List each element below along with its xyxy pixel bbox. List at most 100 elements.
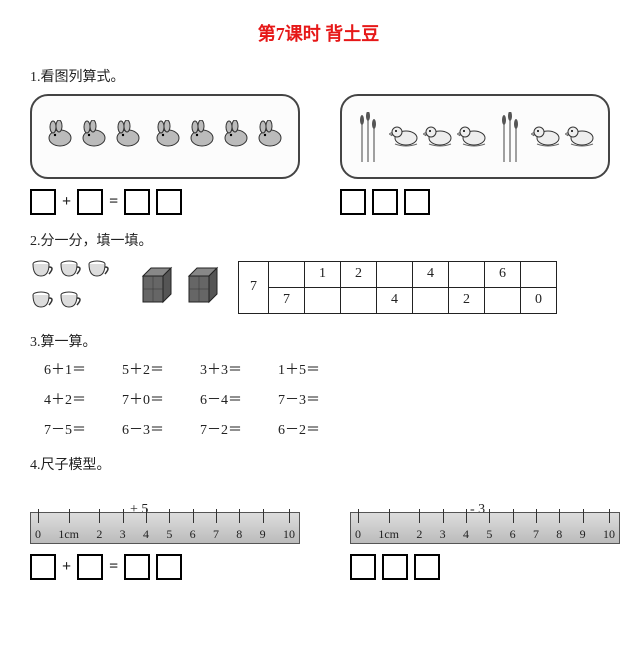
cup-icon (58, 258, 82, 285)
rabbit-icon (221, 120, 251, 153)
answer-box[interactable] (404, 189, 430, 215)
answer-box[interactable] (372, 189, 398, 215)
answer-box[interactable] (156, 554, 182, 580)
rabbit-icon (187, 120, 217, 153)
calc-item: 6－3＝ (122, 419, 192, 439)
answer-box[interactable] (382, 554, 408, 580)
plus-sign: + (62, 558, 71, 576)
rabbit-group-right (153, 120, 285, 153)
ruler-tick: 1cm (378, 527, 399, 542)
ruler-tick: 0 (355, 527, 361, 542)
eq-line-ruler-right (350, 554, 630, 580)
duck-group-left (389, 120, 487, 153)
cup-icon (86, 258, 110, 285)
section-2-label-text: 2.分一分，填一填 (30, 234, 139, 249)
ruler-left-wrap: + 5 01cm2345678910 (30, 512, 310, 544)
rabbit-frame (30, 94, 300, 179)
table-cell[interactable] (449, 261, 485, 287)
table-cell[interactable] (521, 261, 557, 287)
reed-icon (356, 112, 378, 162)
table-cell[interactable] (485, 287, 521, 313)
rabbit-icon (153, 120, 183, 153)
answer-box[interactable] (156, 189, 182, 215)
table-cell: 2 (341, 261, 377, 287)
cup-icon (30, 258, 54, 285)
ruler-tick: 10 (603, 527, 615, 542)
section-4: 4.尺子模型。 + 5 0 1cm 2 3 4 5 6 7 8 9 10 + = (30, 454, 607, 580)
table-cell[interactable] (413, 287, 449, 313)
reed-icon (498, 112, 520, 162)
table-cell: 4 (413, 261, 449, 287)
answer-box[interactable] (30, 189, 56, 215)
ruler-tick: 7 (213, 527, 219, 542)
ruler-tick: 9 (260, 527, 266, 542)
cube-icon (135, 264, 177, 311)
section-4-label: 4.尺子模型。 (30, 454, 607, 474)
answer-box[interactable] (77, 189, 103, 215)
ruler-tick: 3 (120, 527, 126, 542)
ruler-tick: 3 (440, 527, 446, 542)
answer-box[interactable] (414, 554, 440, 580)
eq-line-ruler-left: + = (30, 554, 310, 580)
duck-icon (389, 120, 419, 153)
calc-item: 3＋3＝ (200, 359, 270, 379)
table-cell[interactable] (305, 287, 341, 313)
ruler-tick: 4 (463, 527, 469, 542)
rabbit-icon (113, 120, 143, 153)
table-cell[interactable] (341, 287, 377, 313)
calc-item: 1＋5＝ (278, 359, 348, 379)
split-table: 7 1 2 4 6 7 4 2 0 (238, 261, 557, 314)
equals-sign: = (109, 193, 118, 211)
calc-item: 7－2＝ (200, 419, 270, 439)
rabbit-icon (45, 120, 75, 153)
ruler-tick: 6 (190, 527, 196, 542)
ruler-left: 0 1cm 2 3 4 5 6 7 8 9 10 (30, 512, 300, 544)
table-cell: 4 (377, 287, 413, 313)
answer-box[interactable] (350, 554, 376, 580)
duck-icon (565, 120, 595, 153)
calc-item: 6－4＝ (200, 389, 270, 409)
answer-box[interactable] (30, 554, 56, 580)
table-cell[interactable] (269, 261, 305, 287)
equals-sign: = (109, 558, 118, 576)
ruler-tick: 2 (96, 527, 102, 542)
calc-item: 7－3＝ (278, 389, 348, 409)
ruler-tick: 2 (416, 527, 422, 542)
ruler-tick: 10 (283, 527, 295, 542)
eq-line-left: + = (30, 189, 300, 215)
answer-box[interactable] (124, 554, 150, 580)
section-1: 1.看图列算式。 + = (30, 66, 607, 215)
rabbit-group-left (45, 120, 143, 153)
cube-icon (181, 264, 223, 311)
cup-group (30, 258, 120, 316)
table-cell: 2 (449, 287, 485, 313)
rabbit-icon (79, 120, 109, 153)
eq-line-right (340, 189, 610, 215)
ruler-tick: 5 (486, 527, 492, 542)
duck-group-right (531, 120, 595, 153)
ruler-tick: 5 (166, 527, 172, 542)
table-cell[interactable] (377, 261, 413, 287)
rabbit-icon (255, 120, 285, 153)
ruler-tick: 0 (35, 527, 41, 542)
section-3: 3.算一算。 6＋1＝5＋2＝3＋3＝1＋5＝4＋2＝7＋0＝6－4＝7－3＝7… (30, 331, 607, 439)
calc-item: 7－5＝ (44, 419, 114, 439)
duck-frame (340, 94, 610, 179)
calc-item: 5＋2＝ (122, 359, 192, 379)
answer-box[interactable] (340, 189, 366, 215)
section-2: 2.分一分，填一填。 7 1 2 4 6 7 4 2 (30, 230, 607, 316)
ruler-tick: 4 (143, 527, 149, 542)
calc-grid: 6＋1＝5＋2＝3＋3＝1＋5＝4＋2＝7＋0＝6－4＝7－3＝7－5＝6－3＝… (44, 359, 607, 439)
ruler-tick: 8 (236, 527, 242, 542)
plus-sign: + (62, 193, 71, 211)
answer-box[interactable] (77, 554, 103, 580)
duck-icon (423, 120, 453, 153)
duck-icon (457, 120, 487, 153)
ruler-tick: 7 (533, 527, 539, 542)
ruler-tick: 1cm (58, 527, 79, 542)
ruler-tick: 9 (580, 527, 586, 542)
cup-icon (30, 289, 54, 316)
answer-box[interactable] (124, 189, 150, 215)
calc-item: 6－2＝ (278, 419, 348, 439)
cube-group (135, 264, 223, 311)
